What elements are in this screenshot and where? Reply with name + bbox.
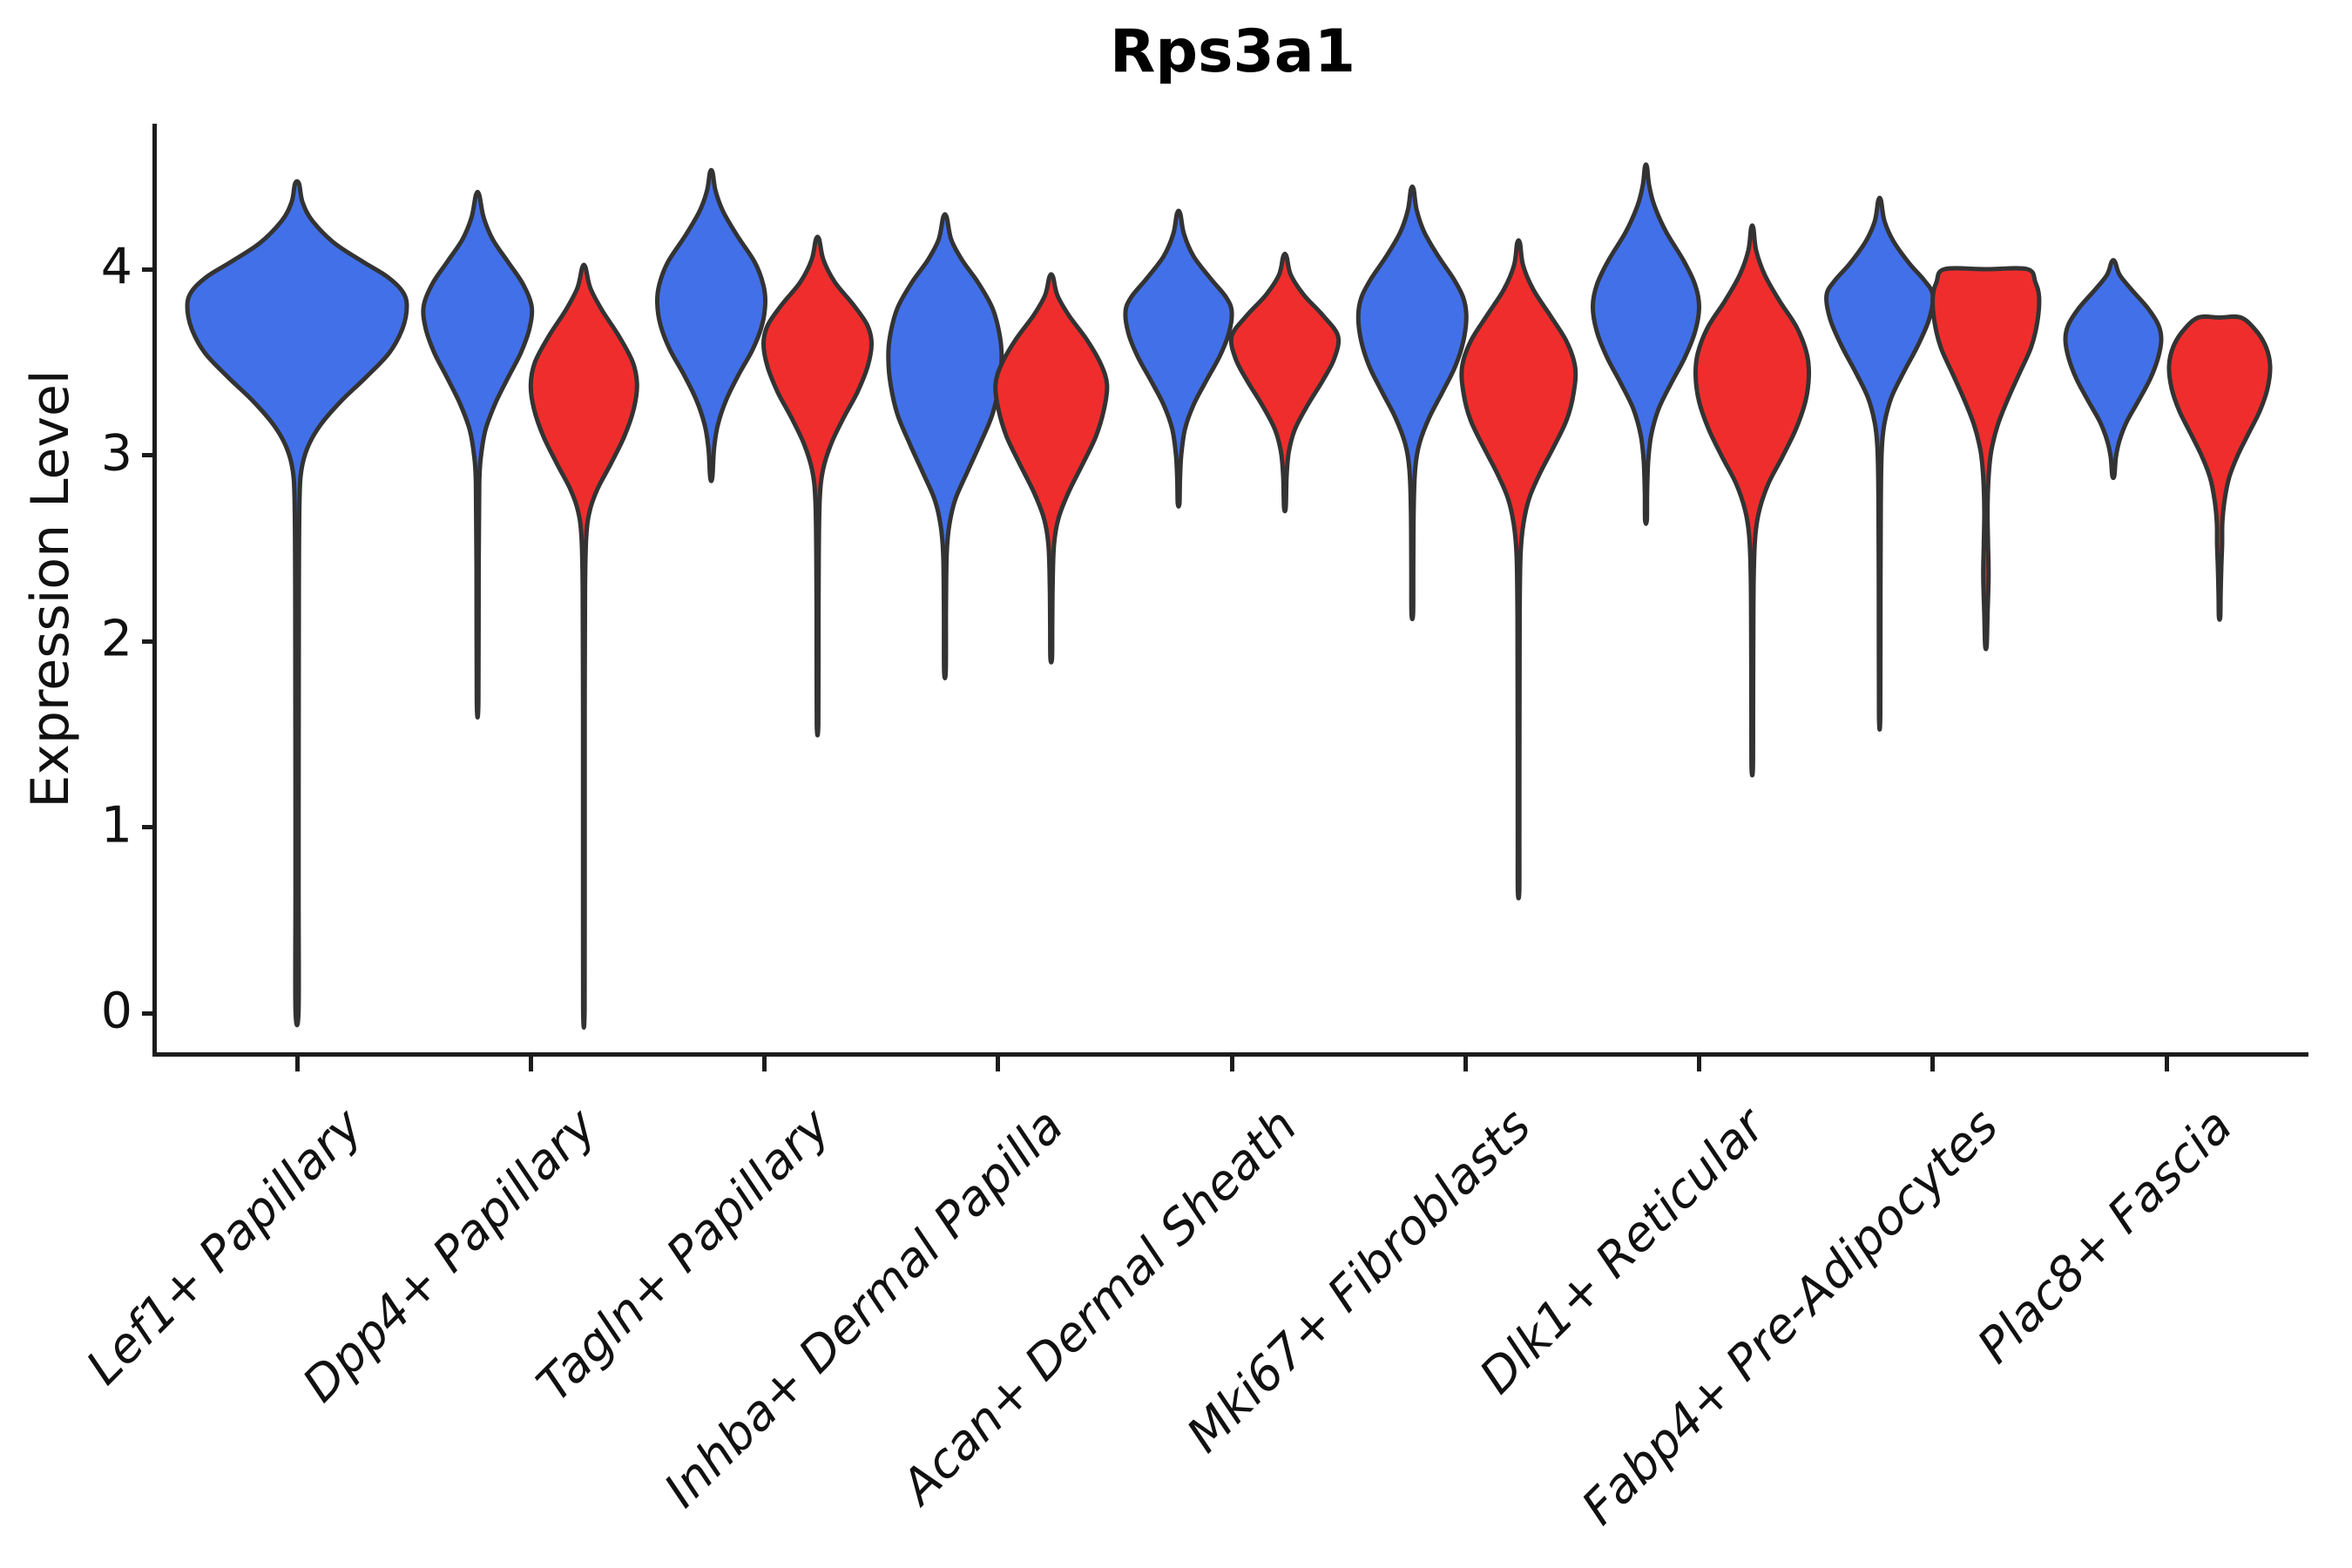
y-tick-mark-1 bbox=[142, 825, 157, 829]
violin-cat6-red bbox=[1459, 238, 1578, 901]
y-axis-title: Expression Level bbox=[20, 369, 81, 808]
y-tick-label-3: 3 bbox=[100, 423, 132, 482]
y-tick-mark-4 bbox=[142, 267, 157, 272]
violin-cat5-red bbox=[1228, 251, 1342, 514]
violin-cat2-blue bbox=[421, 189, 535, 720]
violin-cat9-blue bbox=[2063, 258, 2164, 481]
y-tick-label-2: 2 bbox=[100, 610, 132, 668]
x-tick-mark-7 bbox=[1697, 1057, 1701, 1071]
x-tick-mark-6 bbox=[1463, 1057, 1468, 1071]
x-tick-mark-1 bbox=[294, 1057, 300, 1071]
y-axis-spine bbox=[152, 124, 157, 1057]
violin-cat2-red bbox=[528, 262, 639, 1031]
violin-cat7-blue bbox=[1590, 162, 1702, 526]
violin-cat4-red bbox=[993, 272, 1110, 665]
x-tick-mark-4 bbox=[996, 1057, 1001, 1071]
x-tick-mark-5 bbox=[1229, 1057, 1234, 1071]
violin-cat3-red bbox=[760, 234, 875, 738]
violin-cat6-blue bbox=[1355, 184, 1469, 622]
violin-cat5-blue bbox=[1123, 208, 1234, 509]
y-tick-label-4: 4 bbox=[100, 238, 132, 296]
chart-title: Rps3a1 bbox=[1109, 17, 1356, 86]
violin-cat7-red bbox=[1693, 223, 1812, 778]
x-tick-mark-2 bbox=[528, 1057, 533, 1071]
y-tick-mark-2 bbox=[142, 639, 157, 644]
x-tick-mark-3 bbox=[762, 1057, 767, 1071]
y-tick-label-1: 1 bbox=[100, 795, 132, 854]
violin-cat3-blue bbox=[654, 167, 768, 483]
x-tick-mark-8 bbox=[1930, 1057, 1936, 1071]
y-tick-mark-3 bbox=[142, 453, 157, 457]
violin-cat4-blue bbox=[886, 212, 1004, 680]
y-tick-label-0: 0 bbox=[100, 982, 132, 1040]
violin-cat9-red bbox=[2166, 314, 2273, 622]
y-tick-mark-0 bbox=[142, 1010, 157, 1016]
violin-cat1-blue bbox=[185, 179, 409, 1028]
violin-cat8-blue bbox=[1824, 195, 1936, 732]
x-axis-spine bbox=[152, 1052, 2308, 1057]
x-tick-mark-9 bbox=[2164, 1057, 2169, 1071]
violin-cat8-red bbox=[1930, 266, 2042, 652]
